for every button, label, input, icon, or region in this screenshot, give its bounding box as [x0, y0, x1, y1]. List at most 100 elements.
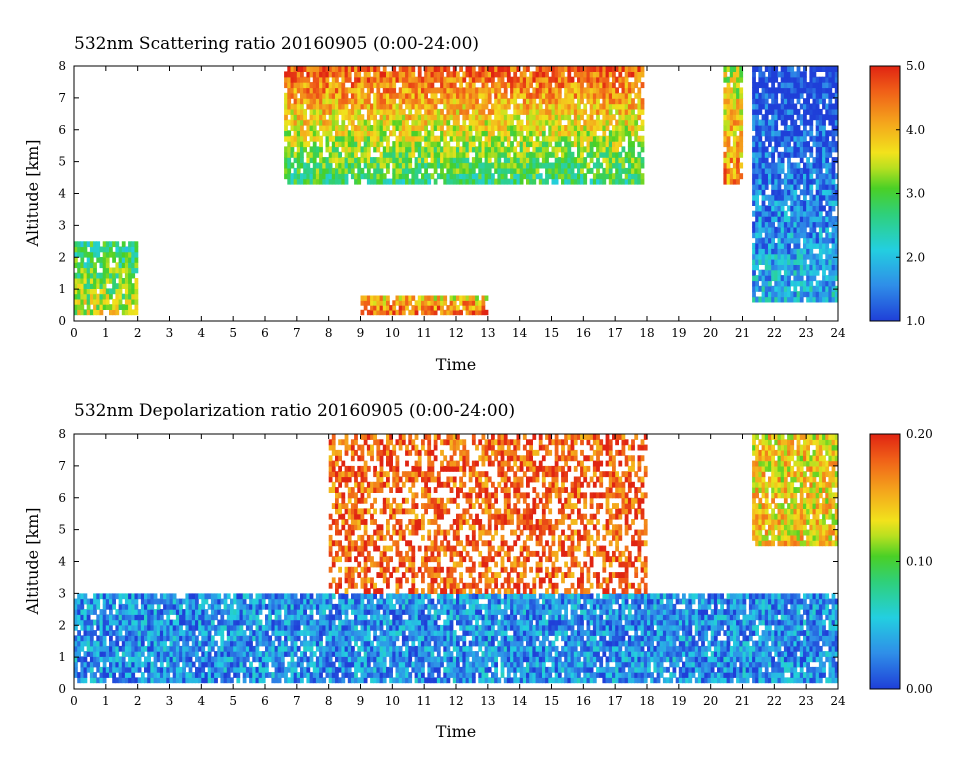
heatmap-cell [115, 288, 120, 295]
heatmap-cell [634, 130, 639, 137]
heatmap-cell [319, 672, 323, 678]
heatmap-cell [752, 242, 756, 249]
heatmap-cell [723, 167, 728, 174]
heatmap-cell [344, 178, 349, 185]
heatmap-cell [86, 257, 91, 263]
heatmap-cell [468, 92, 473, 99]
heatmap-cell [732, 82, 737, 89]
heatmap-cell [752, 200, 756, 206]
heatmap-cell [516, 141, 521, 148]
heatmap-cell [386, 125, 390, 131]
heatmap-cell [315, 672, 320, 678]
heatmap-cell [755, 178, 759, 185]
heatmap-cell [258, 609, 263, 615]
heatmap-cell [363, 125, 368, 131]
heatmap-cell [430, 87, 435, 94]
heatmap-cell [99, 619, 104, 626]
heatmap-cell [121, 283, 126, 289]
heatmap-cell [535, 130, 540, 137]
heatmap-cell [204, 624, 209, 631]
heatmap-cell [761, 285, 766, 292]
heatmap-cell [475, 114, 479, 121]
heatmap-cell [386, 309, 390, 316]
heatmap-cell [752, 66, 756, 72]
heatmap-cell [296, 157, 301, 164]
heatmap-cell [382, 71, 387, 78]
heatmap-cell [230, 635, 234, 642]
heatmap-cell [284, 609, 288, 615]
heatmap-cell [608, 151, 613, 158]
heatmap-cell [513, 135, 518, 142]
heatmap-cell [739, 71, 744, 78]
heatmap-cell [175, 609, 180, 615]
heatmap-cell [109, 593, 113, 600]
heatmap-cell [449, 130, 454, 137]
heatmap-cell [621, 76, 626, 83]
heatmap-cell [478, 151, 483, 158]
heatmap-cell [561, 173, 565, 180]
heatmap-cell [249, 635, 253, 642]
heatmap-cell [780, 82, 785, 89]
heatmap-cell [478, 300, 483, 306]
heatmap-cell [452, 162, 457, 169]
heatmap-cell [373, 130, 377, 137]
heatmap-cell [236, 656, 241, 663]
heatmap-cell [526, 92, 530, 99]
heatmap-cell [373, 108, 377, 115]
heatmap-cell [471, 82, 476, 89]
heatmap-cell [822, 178, 826, 185]
heatmap-cell [752, 285, 756, 292]
heatmap-cell [124, 603, 129, 610]
heatmap-cell [144, 677, 148, 684]
heatmap-cell [411, 173, 416, 180]
heatmap-cell [777, 183, 782, 190]
heatmap-cell [350, 146, 355, 153]
heatmap-cell [395, 157, 400, 164]
heatmap-cell [573, 178, 578, 185]
heatmap-cell [478, 162, 483, 169]
heatmap-cell [363, 82, 368, 89]
heatmap-cell [207, 645, 212, 652]
heatmap-cell [825, 210, 830, 217]
heatmap-cell [147, 598, 151, 605]
heatmap-cell [433, 178, 438, 185]
heatmap-cell [446, 167, 451, 174]
heatmap-cell [787, 157, 791, 164]
heatmap-cell [198, 603, 202, 610]
heatmap-cell [532, 162, 537, 169]
heatmap-cell [621, 108, 626, 115]
heatmap-cell [80, 677, 85, 684]
heatmap-cell [118, 298, 123, 305]
heatmap-cell [736, 157, 740, 164]
heatmap-cell [350, 87, 355, 94]
heatmap-cell [341, 178, 346, 185]
heatmap-cell [306, 614, 311, 621]
heatmap-cell [99, 298, 104, 305]
heatmap-cell [752, 296, 756, 303]
heatmap-cell [366, 173, 371, 180]
heatmap-cell [309, 624, 314, 631]
heatmap-cell [201, 598, 206, 605]
heatmap-cell [494, 151, 498, 158]
heatmap-cell [201, 666, 206, 673]
heatmap-cell [233, 656, 237, 663]
heatmap-cell [777, 291, 782, 298]
heatmap-cell [513, 178, 518, 185]
heatmap-cell [80, 304, 85, 310]
heatmap-cell [347, 141, 352, 148]
heatmap-cell [172, 619, 177, 626]
heatmap-cell [392, 103, 397, 110]
heatmap-cell [831, 269, 836, 276]
heatmap-cell [834, 119, 838, 126]
heatmap-cell [752, 87, 756, 94]
heatmap-cell [379, 103, 384, 110]
heatmap-cell [440, 76, 444, 83]
heatmap-cell [586, 76, 591, 83]
heatmap-cell [140, 630, 145, 636]
heatmap-cell [818, 237, 823, 244]
heatmap-cell [284, 146, 288, 153]
heatmap-cell [268, 645, 272, 652]
heatmap-cell [233, 630, 237, 636]
heatmap-cell [755, 259, 759, 265]
heatmap-cell [395, 309, 400, 316]
